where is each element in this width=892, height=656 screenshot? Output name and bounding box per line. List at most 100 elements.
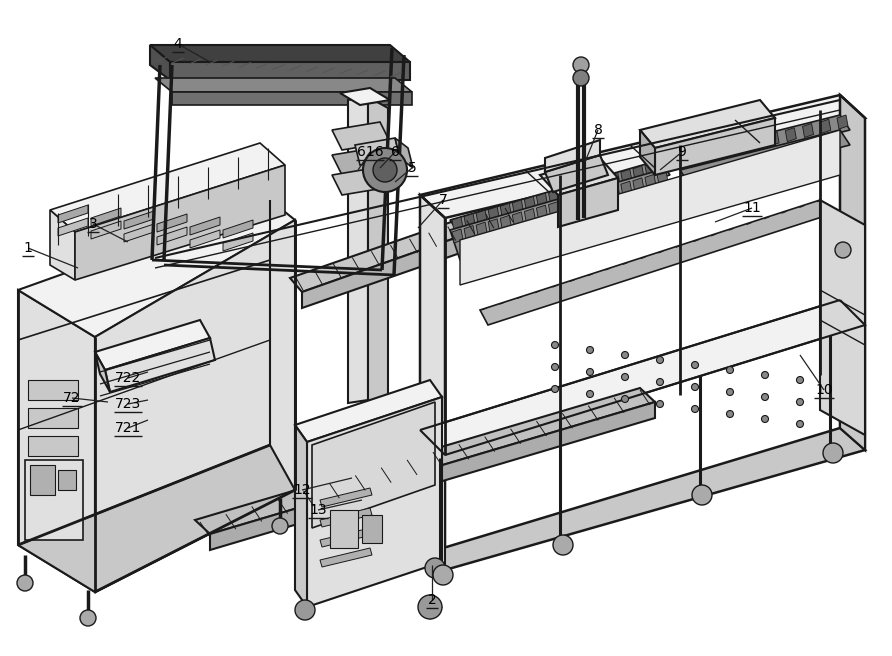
Circle shape — [418, 595, 442, 619]
Text: 12: 12 — [293, 483, 310, 497]
Polygon shape — [18, 445, 295, 592]
Circle shape — [726, 367, 733, 373]
Circle shape — [425, 558, 445, 578]
Polygon shape — [621, 169, 632, 183]
Polygon shape — [500, 203, 511, 217]
Polygon shape — [500, 215, 511, 230]
Polygon shape — [302, 218, 512, 308]
Circle shape — [551, 363, 558, 371]
Text: 721: 721 — [115, 421, 141, 435]
Polygon shape — [195, 388, 655, 534]
Circle shape — [573, 70, 589, 86]
Circle shape — [433, 565, 453, 585]
Bar — [28, 436, 78, 456]
Bar — [28, 464, 78, 484]
Polygon shape — [420, 300, 865, 455]
Polygon shape — [785, 128, 797, 142]
Polygon shape — [524, 209, 535, 222]
Polygon shape — [368, 97, 388, 410]
Circle shape — [363, 148, 407, 192]
Text: 2: 2 — [427, 593, 436, 607]
Text: 616: 616 — [357, 145, 384, 159]
Polygon shape — [452, 229, 463, 243]
Polygon shape — [476, 210, 487, 224]
Circle shape — [17, 575, 33, 591]
Circle shape — [692, 485, 712, 505]
Bar — [25, 460, 83, 540]
Bar — [28, 380, 78, 400]
Polygon shape — [536, 205, 548, 219]
Polygon shape — [573, 183, 583, 197]
Bar — [362, 515, 382, 543]
Polygon shape — [95, 320, 210, 370]
Polygon shape — [450, 170, 670, 260]
Polygon shape — [608, 173, 620, 187]
Circle shape — [657, 379, 664, 386]
Circle shape — [797, 377, 804, 384]
Polygon shape — [157, 227, 187, 245]
Polygon shape — [320, 508, 372, 527]
Polygon shape — [840, 95, 865, 450]
Polygon shape — [480, 200, 828, 325]
Circle shape — [80, 610, 96, 626]
Polygon shape — [320, 548, 372, 567]
Polygon shape — [540, 158, 618, 195]
Polygon shape — [633, 166, 644, 180]
Polygon shape — [464, 226, 475, 239]
Circle shape — [657, 356, 664, 363]
Polygon shape — [58, 218, 88, 236]
Polygon shape — [332, 122, 390, 150]
Text: 13: 13 — [310, 503, 326, 517]
Polygon shape — [560, 186, 572, 200]
Polygon shape — [307, 397, 442, 607]
Polygon shape — [450, 160, 670, 235]
Polygon shape — [645, 174, 656, 188]
Polygon shape — [560, 198, 572, 213]
Polygon shape — [157, 214, 187, 232]
Polygon shape — [716, 144, 728, 159]
Polygon shape — [597, 176, 607, 190]
Text: 5: 5 — [408, 161, 417, 175]
Polygon shape — [420, 428, 865, 570]
Circle shape — [726, 411, 733, 417]
Circle shape — [622, 352, 629, 358]
Polygon shape — [820, 200, 865, 435]
Polygon shape — [512, 200, 524, 214]
Circle shape — [622, 373, 629, 380]
Polygon shape — [105, 338, 215, 392]
Circle shape — [573, 57, 589, 73]
Polygon shape — [395, 138, 413, 168]
Polygon shape — [75, 165, 285, 280]
Circle shape — [835, 242, 851, 258]
Polygon shape — [657, 171, 668, 185]
Polygon shape — [597, 188, 607, 202]
Polygon shape — [420, 430, 445, 570]
Polygon shape — [640, 130, 655, 175]
Text: 1: 1 — [23, 241, 32, 255]
Polygon shape — [290, 205, 512, 292]
Bar — [30, 465, 55, 495]
Polygon shape — [295, 380, 442, 442]
Polygon shape — [584, 180, 596, 194]
Polygon shape — [50, 210, 75, 280]
Polygon shape — [584, 192, 596, 205]
Circle shape — [691, 384, 698, 390]
Polygon shape — [512, 212, 524, 226]
Polygon shape — [95, 220, 295, 592]
Polygon shape — [223, 233, 253, 251]
Text: 723: 723 — [115, 397, 141, 411]
Text: 7: 7 — [439, 193, 448, 207]
Circle shape — [272, 518, 288, 534]
Circle shape — [295, 600, 315, 620]
Polygon shape — [488, 218, 500, 233]
Polygon shape — [640, 100, 775, 148]
Polygon shape — [680, 115, 850, 170]
Polygon shape — [155, 78, 412, 92]
Text: 4: 4 — [174, 37, 182, 51]
Polygon shape — [488, 207, 500, 221]
Polygon shape — [645, 163, 656, 176]
Polygon shape — [573, 195, 583, 209]
Polygon shape — [464, 214, 475, 228]
Polygon shape — [312, 402, 435, 528]
Polygon shape — [803, 123, 814, 138]
